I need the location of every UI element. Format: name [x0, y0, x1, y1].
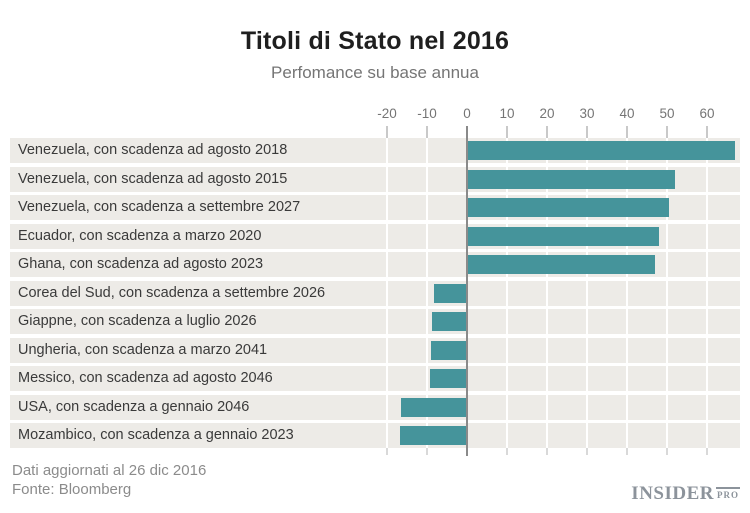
row-band — [10, 337, 740, 363]
chart-subtitle: Perfomance su base annua — [271, 63, 479, 82]
row-label: Messico, con scadenza ad agosto 2046 — [18, 370, 273, 386]
bar-2 — [467, 169, 675, 189]
row-label: Giappne, con scadenza a luglio 2026 — [18, 313, 257, 329]
axis-tick-mark — [626, 126, 628, 138]
bar-7 — [432, 312, 467, 331]
row-label: Mozambico, con scadenza a gennaio 2023 — [18, 427, 294, 443]
row-band — [10, 423, 740, 448]
row-band — [10, 366, 740, 391]
logo-sub-text: PRO — [716, 487, 740, 500]
source-note: Fonte: Bloomberg — [12, 481, 132, 498]
data-updated-note: Dati aggiornati al 26 dic 2016 — [12, 462, 207, 479]
row-label: Venezuela, con scadenza ad agosto 2018 — [18, 142, 288, 158]
axis-tick-mark — [426, 448, 428, 455]
row-label: USA, con scadenza a gennaio 2046 — [18, 398, 250, 415]
bar-9 — [429, 369, 467, 388]
axis-tick-mark — [586, 126, 588, 138]
axis-tick-mark — [426, 126, 428, 138]
insider-pro-logo: INSIDER PRO — [631, 483, 740, 505]
axis-tick-mark — [506, 448, 508, 455]
gridline — [626, 138, 628, 448]
x-axis-tick-label: 40 — [619, 106, 635, 121]
row-band — [10, 280, 740, 306]
row-label: Ecuador, con scadenza a marzo 2020 — [18, 227, 262, 244]
bar-10 — [401, 397, 467, 417]
axis-tick-mark — [386, 448, 388, 455]
x-axis-tick-label: 0 — [463, 106, 471, 121]
axis-tick-mark — [666, 448, 668, 455]
axis-tick-mark — [506, 126, 508, 138]
gridline — [666, 138, 668, 448]
chart-title: Titoli di Stato nel 2016 — [240, 27, 510, 55]
axis-tick-mark — [706, 126, 708, 138]
x-axis-tick-label: -20 — [377, 106, 397, 121]
row-label: Ghana, con scadenza ad agosto 2023 — [18, 256, 264, 272]
gridline — [586, 138, 588, 448]
gridline — [506, 138, 508, 448]
axis-tick-mark — [546, 126, 548, 138]
row-band — [10, 309, 740, 334]
gridline — [386, 138, 388, 448]
bar-4 — [467, 226, 659, 246]
axis-tick-mark — [386, 126, 388, 138]
row-label: Ungheria, con scadenza a marzo 2041 — [18, 341, 268, 358]
axis-tick-mark — [586, 448, 588, 455]
gridline — [546, 138, 548, 448]
row-label: Venezuela, con scadenza a settembre 2027 — [18, 199, 301, 215]
zero-axis-line — [466, 126, 468, 456]
x-axis-tick-label: -10 — [417, 106, 437, 121]
bar-11 — [399, 426, 467, 445]
row-label: Venezuela, con scadenza ad agosto 2015 — [18, 170, 288, 187]
bar-6 — [433, 283, 467, 303]
row-band — [10, 394, 740, 420]
logo-main-text: INSIDER — [631, 483, 714, 504]
axis-tick-mark — [666, 126, 668, 138]
x-axis-tick-label: 20 — [539, 106, 555, 121]
gridline — [706, 138, 708, 448]
gridline — [426, 138, 428, 448]
bar-3 — [467, 198, 669, 217]
axis-tick-mark — [546, 448, 548, 455]
axis-tick-mark — [706, 448, 708, 455]
bar-1 — [467, 141, 735, 160]
bar-5 — [467, 255, 655, 274]
axis-tick-mark — [626, 448, 628, 455]
x-axis-tick-label: 60 — [699, 106, 715, 121]
row-label: Corea del Sud, con scadenza a settembre … — [18, 284, 326, 301]
x-axis-tick-label: 50 — [659, 106, 675, 121]
bar-8 — [431, 340, 467, 360]
x-axis-tick-label: 30 — [579, 106, 595, 121]
x-axis-tick-label: 10 — [499, 106, 515, 121]
